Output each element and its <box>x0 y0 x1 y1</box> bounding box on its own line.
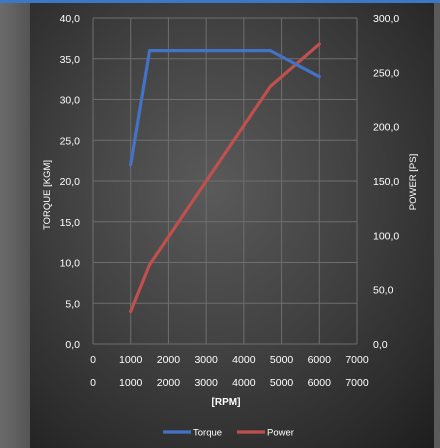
x-tick-label-secondary: 2000 <box>157 377 181 389</box>
y-right-tick-label: 0,0 <box>373 339 388 351</box>
series-line-power <box>129 42 321 313</box>
left-margin <box>0 0 30 448</box>
y-left-tick-label: 30,0 <box>60 95 81 107</box>
x-axis-ticks: 0 1000 2000 3000 4000 5000 6000 7000 <box>90 354 369 366</box>
x-tick-label: 5000 <box>270 354 294 366</box>
y-right-tick-label: 100,0 <box>373 230 399 242</box>
y-axis-left-label: TORQUE [KGM] <box>42 160 53 230</box>
x-axis-label: [RPM] <box>212 397 241 408</box>
x-tick-label-secondary: 7000 <box>345 377 369 389</box>
x-tick-label-secondary: 4000 <box>232 377 256 389</box>
x-tick-label: 4000 <box>232 354 256 366</box>
y-right-tick-label: 50,0 <box>373 285 394 297</box>
x-tick-label-secondary: 1000 <box>119 377 143 389</box>
y-right-tick-label: 250,0 <box>373 67 399 79</box>
top-accent-bar <box>0 0 440 3</box>
y-left-tick-label: 10,0 <box>60 258 81 270</box>
y-axis-right-label: POWER [PS] <box>408 154 419 210</box>
y-left-tick-label: 5,0 <box>65 298 80 310</box>
x-tick-label-secondary: 5000 <box>270 377 294 389</box>
y-right-tick-label: 300,0 <box>373 13 399 25</box>
x-tick-label: 1000 <box>119 354 143 366</box>
series-layer <box>129 42 321 313</box>
right-margin <box>434 0 440 448</box>
x-tick-label-secondary: 6000 <box>308 377 332 389</box>
y-left-tick-label: 20,0 <box>60 176 81 188</box>
legend-label-torque: Torque <box>193 428 222 439</box>
series-line-torque <box>129 48 321 167</box>
right-axis-ticks: 0,0 50,0 100,0 150,0 200,0 250,0 300,0 <box>373 13 399 351</box>
y-left-tick-label: 40,0 <box>60 13 81 25</box>
x-tick-label: 0 <box>90 354 96 366</box>
legend: Torque Power <box>163 428 294 439</box>
x-tick-label-secondary: 0 <box>90 377 96 389</box>
x-tick-label: 7000 <box>345 354 369 366</box>
y-left-tick-label: 0,0 <box>65 339 80 351</box>
x-tick-label: 3000 <box>194 354 218 366</box>
legend-label-power: Power <box>267 428 294 439</box>
x-tick-label: 6000 <box>308 354 332 366</box>
x-tick-label-secondary: 3000 <box>194 377 218 389</box>
y-right-tick-label: 200,0 <box>373 122 399 134</box>
x-tick-label: 2000 <box>157 354 181 366</box>
y-left-tick-label: 15,0 <box>60 217 81 229</box>
x-axis-ticks-secondary: 0 1000 2000 3000 4000 5000 6000 7000 <box>90 377 369 389</box>
y-left-tick-label: 25,0 <box>60 135 81 147</box>
y-left-tick-label: 35,0 <box>60 54 81 66</box>
grid-lines <box>92 17 358 345</box>
y-right-tick-label: 150,0 <box>373 176 399 188</box>
left-axis-ticks: 0,0 5,0 10,0 15,0 20,0 25,0 30,0 35,0 40,0 <box>60 13 81 351</box>
